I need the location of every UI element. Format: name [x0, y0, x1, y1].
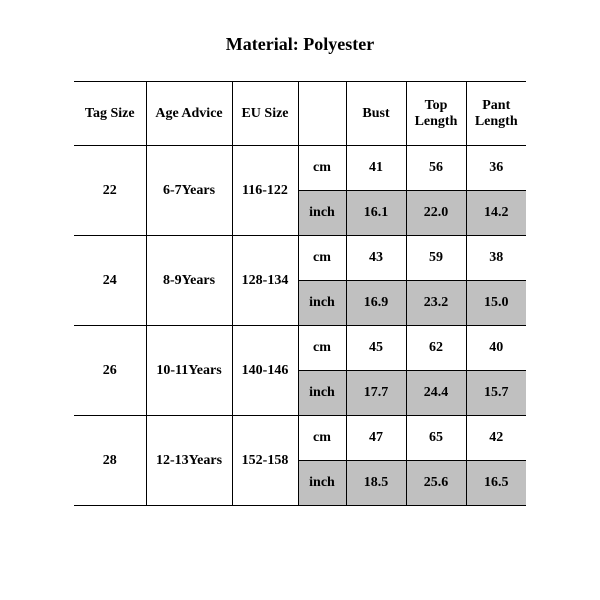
page-title: Material: Polyester — [0, 0, 600, 81]
size-table: Tag Size Age Advice EU Size Bust Top Len… — [74, 81, 526, 506]
cell-age-advice: 8-9Years — [146, 236, 232, 326]
cell-pant-inch: 14.2 — [466, 191, 526, 236]
cell-eu-size: 128-134 — [232, 236, 298, 326]
cell-unit-cm: cm — [298, 416, 346, 461]
cell-bust-cm: 47 — [346, 416, 406, 461]
cell-eu-size: 152-158 — [232, 416, 298, 506]
cell-pant-inch: 15.0 — [466, 281, 526, 326]
cell-pant-inch: 16.5 — [466, 461, 526, 506]
cell-top-cm: 62 — [406, 326, 466, 371]
cell-bust-cm: 45 — [346, 326, 406, 371]
cell-top-inch: 25.6 — [406, 461, 466, 506]
cell-age-advice: 6-7Years — [146, 146, 232, 236]
cell-age-advice: 10-11Years — [146, 326, 232, 416]
cell-tag-size: 28 — [74, 416, 146, 506]
cell-top-inch: 24.4 — [406, 371, 466, 416]
cell-bust-cm: 43 — [346, 236, 406, 281]
cell-top-cm: 65 — [406, 416, 466, 461]
cell-tag-size: 26 — [74, 326, 146, 416]
cell-pant-cm: 42 — [466, 416, 526, 461]
cell-bust-inch: 16.1 — [346, 191, 406, 236]
cell-pant-cm: 40 — [466, 326, 526, 371]
cell-tag-size: 24 — [74, 236, 146, 326]
cell-eu-size: 140-146 — [232, 326, 298, 416]
col-unit — [298, 82, 346, 146]
cell-unit-cm: cm — [298, 236, 346, 281]
col-age-advice: Age Advice — [146, 82, 232, 146]
cell-pant-cm: 36 — [466, 146, 526, 191]
col-tag-size: Tag Size — [74, 82, 146, 146]
table-row: 2610-11Years140-146cm456240 — [74, 326, 526, 371]
cell-bust-inch: 18.5 — [346, 461, 406, 506]
cell-top-cm: 59 — [406, 236, 466, 281]
cell-top-cm: 56 — [406, 146, 466, 191]
col-bust: Bust — [346, 82, 406, 146]
cell-pant-inch: 15.7 — [466, 371, 526, 416]
cell-unit-inch: inch — [298, 281, 346, 326]
table-row: 226-7Years116-122cm415636 — [74, 146, 526, 191]
cell-age-advice: 12-13Years — [146, 416, 232, 506]
cell-bust-cm: 41 — [346, 146, 406, 191]
col-pant-length: Pant Length — [466, 82, 526, 146]
cell-unit-cm: cm — [298, 326, 346, 371]
cell-unit-inch: inch — [298, 461, 346, 506]
col-eu-size: EU Size — [232, 82, 298, 146]
col-top-length: Top Length — [406, 82, 466, 146]
cell-bust-inch: 17.7 — [346, 371, 406, 416]
cell-eu-size: 116-122 — [232, 146, 298, 236]
cell-unit-cm: cm — [298, 146, 346, 191]
cell-top-inch: 22.0 — [406, 191, 466, 236]
cell-tag-size: 22 — [74, 146, 146, 236]
cell-unit-inch: inch — [298, 191, 346, 236]
table-row: 248-9Years128-134cm435938 — [74, 236, 526, 281]
cell-unit-inch: inch — [298, 371, 346, 416]
cell-top-inch: 23.2 — [406, 281, 466, 326]
header-row: Tag Size Age Advice EU Size Bust Top Len… — [74, 82, 526, 146]
cell-pant-cm: 38 — [466, 236, 526, 281]
cell-bust-inch: 16.9 — [346, 281, 406, 326]
table-row: 2812-13Years152-158cm476542 — [74, 416, 526, 461]
